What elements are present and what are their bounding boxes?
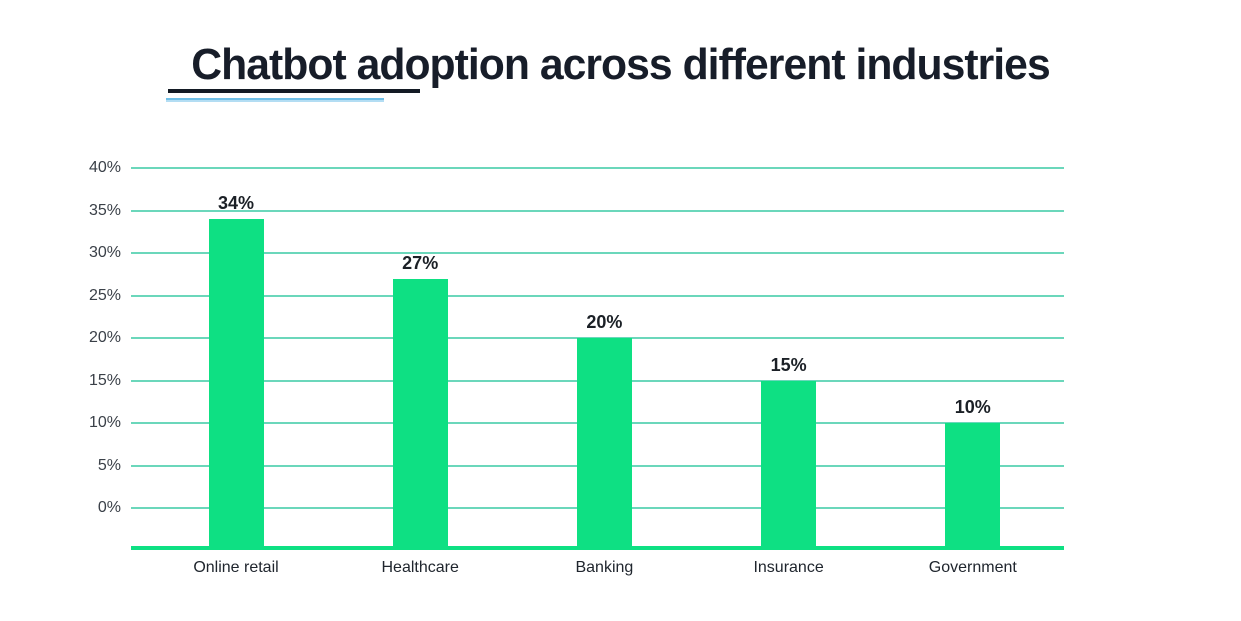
bar-value-label-banking: 20% [586,312,623,333]
x-axis-label-healthcare: Healthcare [381,559,459,576]
y-axis-tick-40pct: 40% [88,159,121,177]
chart-title: Chatbot adoption across different indust… [191,40,1050,89]
y-axis-tick-20pct: 20% [88,329,121,347]
bar-value-label-healthcare: 27% [402,252,439,273]
y-axis-tick-0pct: 0% [97,499,121,516]
bar-healthcare [392,278,448,550]
x-axis-label-government: Government [928,559,1017,576]
bar-value-label-online-retail: 34% [217,193,255,214]
y-axis-tick-15pct: 15% [88,371,121,389]
y-axis-tick-5pct: 5% [97,456,121,474]
bar-insurance [761,380,817,550]
x-axis-label-online-retail: Online retail [193,559,279,576]
title-underline [168,89,420,93]
gridline-30pct [131,252,1064,255]
x-axis-label-insurance: Insurance [753,559,824,576]
gridline-25pct [131,294,1064,297]
y-axis-tick-10pct: 10% [88,414,121,432]
bar-online-retail [208,219,264,550]
y-axis-tick-25pct: 25% [88,286,121,304]
gridline-40pct [131,167,1064,170]
y-axis-tick-35pct: 35% [88,201,121,219]
gridline-35pct [131,209,1064,212]
bar-banking [576,338,632,550]
title-underline-accent [166,98,384,102]
bar-value-label-government: 10% [954,397,991,418]
y-axis-tick-30pct: 30% [88,244,121,262]
bar-government [945,423,1001,550]
bar-value-label-insurance: 15% [770,354,807,375]
x-axis-label-banking: Banking [575,559,634,576]
